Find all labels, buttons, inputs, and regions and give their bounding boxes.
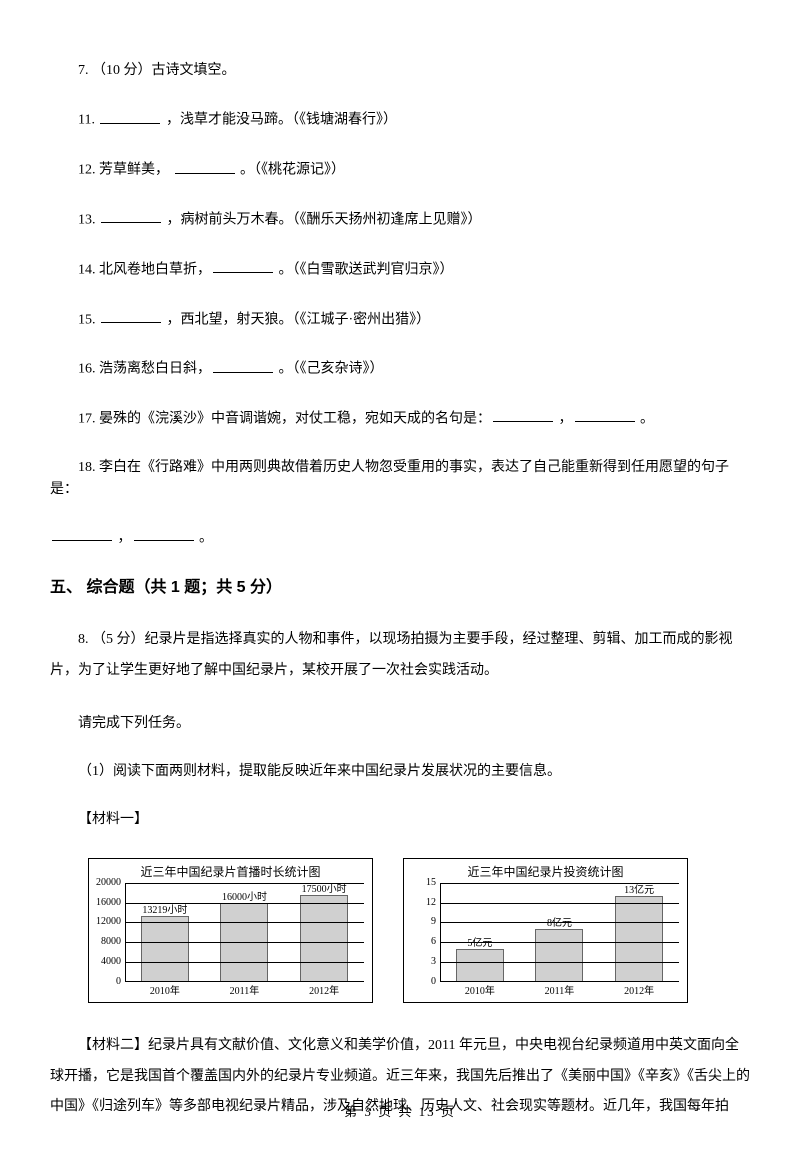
item-18b: ， 。 (50, 526, 750, 550)
chart-2-bars: 5亿元 8亿元 13亿元 (440, 883, 679, 982)
chart-1-title: 近三年中国纪录片首播时长统计图 (89, 863, 372, 882)
chart-xlabel: 2010年 (150, 984, 180, 1000)
question-8-intro: 8. （5 分）纪录片是指选择真实的人物和事件，以现场拍摄为主要手段，经过整理、… (50, 625, 750, 687)
chart-gridline (440, 962, 679, 963)
item-18b-end: 。 (196, 530, 214, 545)
chart-bar: 13亿元 (615, 896, 663, 982)
chart-ytick: 12000 (96, 914, 121, 930)
blank[interactable] (213, 357, 273, 372)
item-13-pre: 13. (78, 212, 99, 227)
chart-gridline (440, 903, 679, 904)
section-5-title: 五、 综合题（共 1 题；共 5 分） (50, 575, 750, 601)
chart-bar: 5亿元 (456, 949, 504, 982)
chart-bar-label: 8亿元 (547, 916, 572, 932)
chart-1-area: 13219小时16000小时17500小时 (125, 883, 364, 982)
blank[interactable] (493, 407, 553, 422)
chart-2-xaxis (440, 981, 679, 982)
item-14: 14. 北风卷地白草折， 。（《白雪歌送武判官归京》） (50, 258, 750, 282)
blank[interactable] (575, 407, 635, 422)
chart-1-xlabels: 2010年 2011年 2012年 (125, 984, 364, 1000)
item-12-pre: 12. 芳草鲜美， (78, 163, 173, 178)
item-17-mid: ， (555, 411, 573, 426)
item-17: 17. 晏殊的《浣溪沙》中音调谐婉，对仗工稳，宛如天成的名句是： ， 。 (50, 407, 750, 431)
chart-1-bars: 13219小时16000小时17500小时 (125, 883, 364, 982)
chart-xlabel: 2011年 (230, 984, 260, 1000)
chart-gridline (125, 883, 364, 884)
chart-bar-label: 5亿元 (467, 936, 492, 952)
item-18b-mid: ， (114, 530, 132, 545)
question-8-task1: （1）阅读下面两则材料，提取能反映近年来中国纪录片发展状况的主要信息。 (50, 761, 750, 783)
blank[interactable] (52, 526, 112, 541)
chart-ytick: 0 (116, 974, 121, 990)
chart-ytick: 16000 (96, 895, 121, 911)
chart-ytick: 6 (431, 934, 436, 950)
item-14-pre: 14. 北风卷地白草折， (78, 262, 211, 277)
item-15-mid: ，西北望，射天狼。（《江城子·密州出猎》） (163, 312, 430, 327)
chart-1-xaxis (125, 981, 364, 982)
chart-2-ylabels: 03691215 (404, 883, 438, 982)
chart-gridline (440, 883, 679, 884)
chart-bar: 17500小时 (300, 895, 348, 982)
item-13-mid: ，病树前头万木春。（《酬乐天扬州初逢席上见赠》） (163, 212, 482, 227)
item-16-pre: 16. 浩荡离愁白日斜， (78, 362, 211, 377)
chart-gridline (440, 922, 679, 923)
chart-2-title: 近三年中国纪录片投资统计图 (404, 863, 687, 882)
item-16: 16. 浩荡离愁白日斜， 。（《己亥杂诗》） (50, 357, 750, 381)
item-12: 12. 芳草鲜美， 。（《桃花源记》） (50, 158, 750, 182)
chart-bar-label: 13亿元 (624, 883, 654, 899)
charts-row: 近三年中国纪录片首播时长统计图 0 4000 8000 12000 16000 20000… (88, 858, 750, 1003)
item-15: 15. ，西北望，射天狼。（《江城子·密州出猎》） (50, 308, 750, 332)
chart-ytick: 15 (426, 875, 436, 891)
chart-1-ylabels: 040008000120001600020000 (89, 883, 123, 982)
question-8-task-intro: 请完成下列任务。 (50, 713, 750, 735)
chart-xlabel: 2012年 (624, 984, 654, 1000)
chart-bar-label: 17500小时 (302, 882, 347, 898)
chart-bar: 13219小时 (141, 916, 189, 981)
blank[interactable] (101, 208, 161, 223)
chart-gridline (125, 903, 364, 904)
page-footer: 第 3 页 共 13 页 (0, 1102, 800, 1123)
chart-gridline (125, 962, 364, 963)
item-15-pre: 15. (78, 312, 99, 327)
chart-ytick: 3 (431, 954, 436, 970)
item-11-mid: ，浅草才能没马蹄。（《钱塘湖春行》） (162, 113, 397, 128)
chart-ytick: 8000 (101, 934, 121, 950)
chart-ytick: 4000 (101, 954, 121, 970)
chart-ytick: 9 (431, 914, 436, 930)
chart-2: 近三年中国纪录片投资统计图 03691215 5亿元8亿元13亿元 2010年2… (403, 858, 688, 1003)
chart-xlabel: 2011年 (545, 984, 575, 1000)
blank[interactable] (134, 526, 194, 541)
blank[interactable] (100, 108, 160, 123)
chart-gridline (440, 942, 679, 943)
chart-ytick: 20000 (96, 875, 121, 891)
chart-xlabel: 2010年 (465, 984, 495, 1000)
item-18a: 18. 李白在《行路难》中用两则典故借着历史人物忽受重用的事实，表达了自己能重新… (50, 457, 750, 502)
chart-gridline (125, 922, 364, 923)
chart-2-area: 5亿元 8亿元 13亿元 (440, 883, 679, 982)
item-13: 13. ，病树前头万木春。（《酬乐天扬州初逢席上见赠》） (50, 208, 750, 232)
item-16-mid: 。（《己亥杂诗》） (275, 362, 384, 377)
chart-1: 近三年中国纪录片首播时长统计图 0 4000 8000 12000 16000 20000… (88, 858, 373, 1003)
item-14-mid: 。（《白雪歌送武判官归京》） (275, 262, 454, 277)
item-17-pre: 17. 晏殊的《浣溪沙》中音调谐婉，对仗工稳，宛如天成的名句是： (78, 411, 491, 426)
chart-bar-label: 13219小时 (142, 903, 187, 919)
chart-gridline (125, 942, 364, 943)
chart-ytick: 0 (431, 974, 436, 990)
chart-ytick: 12 (426, 895, 436, 911)
blank[interactable] (101, 308, 161, 323)
material-1-label: 【材料一】 (50, 809, 750, 831)
question-7-header: 7. （10 分）古诗文填空。 (50, 60, 750, 82)
item-12-mid: 。（《桃花源记》） (237, 163, 346, 178)
item-11-pre: 11. (78, 113, 98, 128)
chart-2-xlabels: 2010年 2011年 2012年 (440, 984, 679, 1000)
blank[interactable] (175, 158, 235, 173)
blank[interactable] (213, 258, 273, 273)
item-17-end: 。 (637, 411, 655, 426)
chart-bar: 8亿元 (535, 929, 583, 982)
item-11: 11. ，浅草才能没马蹄。（《钱塘湖春行》） (50, 108, 750, 132)
chart-xlabel: 2012年 (309, 984, 339, 1000)
